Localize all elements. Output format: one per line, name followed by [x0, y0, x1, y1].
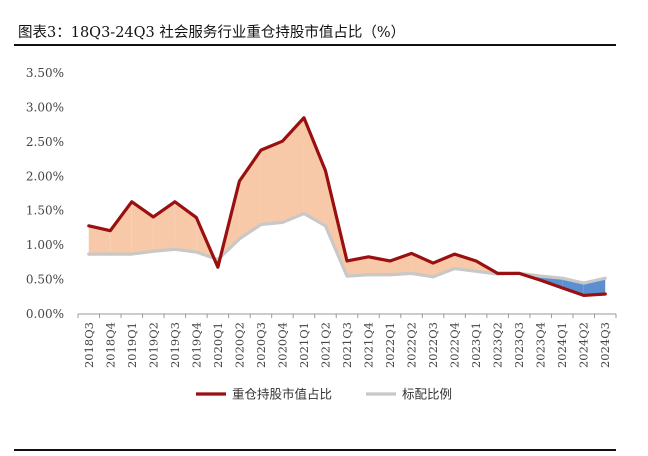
chart-title: 图表3：18Q3-24Q3 社会服务行业重仓持股市值占比（%） — [18, 25, 406, 41]
y-tick-label: 3.50% — [26, 66, 64, 80]
x-tick-label: 2018Q4 — [103, 322, 117, 368]
footer-rule — [14, 449, 616, 451]
overweight-fill — [433, 254, 455, 277]
x-tick-label: 2021Q2 — [318, 322, 332, 368]
x-tick-label: 2024Q1 — [555, 322, 569, 368]
x-tick-label: 2019Q3 — [168, 322, 182, 368]
x-tick-label: 2020Q1 — [211, 322, 225, 368]
x-tick-label: 2024Q3 — [598, 322, 612, 368]
x-tick-label: 2020Q4 — [275, 322, 289, 368]
x-tick-label: 2023Q4 — [534, 322, 548, 368]
overweight-fill — [411, 253, 434, 277]
y-tick-label: 1.00% — [26, 238, 64, 252]
x-tick-label: 2019Q4 — [189, 322, 203, 368]
overweight-fill — [110, 201, 132, 255]
x-tick-label: 2021Q4 — [362, 322, 376, 368]
overweight-fill — [239, 150, 261, 239]
x-tick-label: 2021Q3 — [340, 322, 354, 368]
x-tick-label: 2024Q2 — [577, 322, 591, 368]
legend-label-benchmark: 标配比例 — [402, 387, 452, 402]
y-tick-label: 2.00% — [26, 169, 64, 183]
overweight-fill — [282, 117, 304, 223]
x-tick-label: 2023Q3 — [512, 322, 526, 368]
x-tick-label: 2023Q1 — [469, 322, 483, 368]
x-tick-label: 2022Q1 — [383, 322, 397, 368]
overweight-fill — [347, 256, 369, 277]
x-tick-label: 2022Q4 — [448, 322, 462, 368]
x-tick-label: 2021Q1 — [297, 322, 311, 368]
overweight-fill — [454, 254, 477, 272]
x-tick-label: 2022Q3 — [426, 322, 440, 368]
header-rule — [14, 44, 616, 46]
y-tick-label: 2.50% — [26, 135, 64, 149]
chart-header: 图表3：18Q3-24Q3 社会服务行业重仓持股市值占比（%） — [14, 18, 616, 42]
overweight-fill — [390, 253, 412, 275]
x-tick-label: 2020Q3 — [254, 322, 268, 368]
x-tick-label: 2023Q2 — [491, 322, 505, 368]
y-tick-label: 1.50% — [26, 204, 64, 218]
overweight-fill — [260, 141, 283, 225]
x-tick-label: 2019Q2 — [146, 322, 160, 368]
overweight-fill — [303, 117, 326, 226]
x-tick-label: 2020Q2 — [232, 322, 246, 368]
legend-label-holdings: 重仓持股市值占比 — [232, 387, 332, 402]
x-tick-label: 2018Q3 — [82, 322, 96, 368]
x-tick-label: 2019Q1 — [125, 322, 139, 368]
y-tick-label: 3.00% — [26, 100, 64, 114]
y-tick-label: 0.50% — [26, 273, 64, 287]
series-line-holdings — [87, 116, 607, 298]
x-tick-label: 2022Q2 — [405, 322, 419, 368]
overweight-fill — [88, 225, 111, 255]
y-tick-label: 0.00% — [26, 307, 64, 321]
